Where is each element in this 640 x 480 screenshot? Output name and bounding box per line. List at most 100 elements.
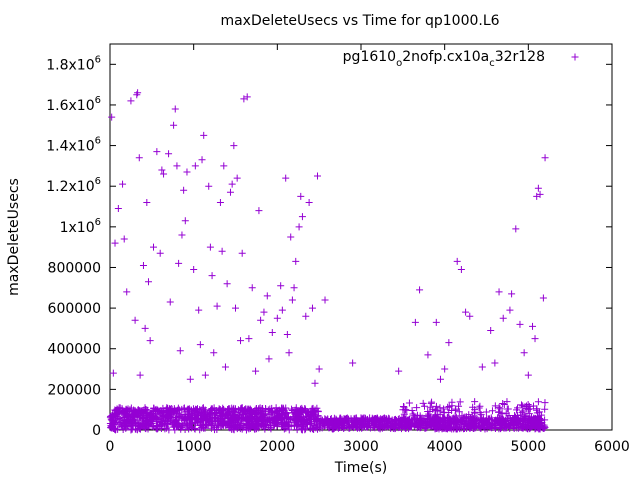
data-point bbox=[154, 413, 162, 421]
data-point bbox=[260, 308, 268, 316]
data-point bbox=[120, 235, 128, 243]
data-point bbox=[223, 280, 231, 288]
data-point bbox=[285, 426, 293, 434]
data-point bbox=[523, 412, 531, 420]
data-point bbox=[530, 421, 538, 429]
data-point bbox=[301, 417, 309, 425]
x-tick-label: 0 bbox=[106, 439, 115, 455]
data-point bbox=[162, 406, 170, 414]
data-point bbox=[436, 411, 444, 419]
data-point bbox=[530, 420, 538, 428]
data-point bbox=[540, 423, 548, 431]
data-point bbox=[137, 422, 145, 430]
y-axis: 0 200000 400000 600000 800000 1x106 1.2x106 1.4… bbox=[46, 54, 612, 439]
data-point bbox=[416, 412, 424, 420]
data-point bbox=[511, 412, 519, 420]
data-point bbox=[271, 408, 279, 416]
y-tick-label: 1x106 bbox=[60, 217, 101, 236]
data-point bbox=[313, 172, 321, 180]
data-point bbox=[420, 402, 428, 410]
data-point bbox=[310, 408, 318, 416]
data-point bbox=[242, 426, 250, 434]
data-point bbox=[220, 406, 228, 414]
data-point bbox=[529, 322, 537, 330]
data-point bbox=[263, 292, 271, 300]
y-axis-label: maxDeleteUsecs bbox=[6, 178, 22, 296]
data-point bbox=[283, 409, 291, 417]
x-tick-label: 3000 bbox=[343, 439, 379, 455]
data-point bbox=[471, 398, 479, 406]
data-point bbox=[453, 425, 461, 433]
data-point bbox=[406, 423, 414, 431]
data-point bbox=[228, 180, 236, 188]
x-axis-label: Time(s) bbox=[334, 460, 387, 476]
data-point bbox=[527, 413, 535, 421]
data-point bbox=[518, 424, 526, 432]
data-point bbox=[440, 418, 448, 426]
data-point bbox=[230, 142, 238, 150]
data-point bbox=[432, 402, 440, 410]
data-point bbox=[442, 424, 450, 432]
data-point bbox=[156, 249, 164, 257]
data-point bbox=[213, 302, 221, 310]
data-point bbox=[239, 407, 247, 415]
data-point bbox=[453, 257, 461, 265]
data-point bbox=[428, 417, 436, 425]
data-point bbox=[233, 174, 241, 182]
data-point bbox=[363, 416, 371, 424]
data-point bbox=[418, 419, 426, 427]
data-point bbox=[308, 304, 316, 312]
data-point bbox=[315, 365, 323, 373]
data-point bbox=[287, 415, 295, 423]
data-point bbox=[343, 423, 351, 431]
data-point bbox=[416, 286, 424, 294]
data-point bbox=[519, 407, 527, 415]
data-point bbox=[505, 421, 513, 429]
data-point bbox=[280, 413, 288, 421]
data-point bbox=[141, 324, 149, 332]
data-point bbox=[243, 93, 251, 101]
data-point bbox=[534, 418, 542, 426]
data-point bbox=[491, 402, 499, 410]
data-point bbox=[251, 412, 259, 420]
data-point bbox=[520, 416, 528, 424]
data-point bbox=[531, 335, 539, 343]
data-point bbox=[273, 422, 281, 430]
data-point bbox=[146, 412, 154, 420]
data-point bbox=[499, 399, 507, 407]
data-point bbox=[318, 419, 326, 427]
data-point bbox=[267, 407, 275, 415]
data-point bbox=[175, 259, 183, 267]
data-point bbox=[191, 162, 199, 170]
data-point bbox=[525, 418, 533, 426]
data-point bbox=[255, 207, 263, 215]
data-point bbox=[218, 247, 226, 255]
data-point bbox=[358, 424, 366, 432]
data-point bbox=[524, 418, 532, 426]
data-point bbox=[260, 413, 268, 421]
data-point bbox=[326, 415, 334, 423]
data-point bbox=[142, 417, 150, 425]
data-point bbox=[163, 413, 171, 421]
data-point bbox=[350, 415, 358, 423]
data-point bbox=[517, 401, 525, 409]
data-point bbox=[196, 426, 204, 434]
data-point bbox=[116, 404, 124, 412]
data-point bbox=[167, 417, 175, 425]
data-point bbox=[185, 405, 193, 413]
data-point bbox=[302, 312, 310, 320]
data-point bbox=[136, 416, 144, 424]
data-point bbox=[199, 404, 207, 412]
data-point bbox=[523, 404, 531, 412]
data-point bbox=[150, 414, 158, 422]
data-point bbox=[109, 369, 117, 377]
data-point bbox=[534, 184, 542, 192]
data-point bbox=[152, 422, 160, 430]
data-point bbox=[150, 243, 158, 251]
data-point bbox=[268, 328, 276, 336]
data-point bbox=[423, 424, 431, 432]
data-point bbox=[123, 288, 131, 296]
data-point bbox=[108, 113, 116, 121]
data-point bbox=[259, 411, 267, 419]
x-tick-label: 1000 bbox=[176, 439, 212, 455]
